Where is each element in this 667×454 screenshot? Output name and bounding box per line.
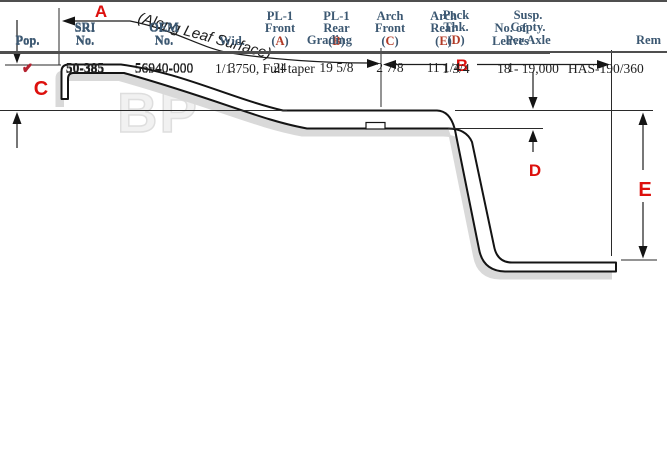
pl1-front-cell: 24 [273,59,287,75]
arch-rear-cell: 11 1/4 [426,59,461,75]
col-header-oem-no2: OEM No. [115,1,213,53]
dim-label-e: E [638,179,651,201]
dim-label-c: C [34,78,48,100]
grading-cell: 1/1.750, Full taper [215,61,315,76]
center-bolt [365,121,386,130]
leaf-spring-outline [60,63,617,273]
specs-table-header-row: Pop. SRI No. OEM No. Grading Pack Thk. (D) S… [0,1,667,53]
pl1-rear-cell: 19 5/8 [319,59,354,75]
specs-table-row: ✔ 50-385 56940-000 1/1.750, Full taper 1… [0,52,667,85]
col-header-pop2: Pop. [0,1,55,53]
col-header-sri-no2: SRI No. [55,1,115,53]
spacer-column-header [358,1,422,53]
pack-thk-cell: 1 3/4 [442,61,470,76]
dimensions-table-row: ✔ 50-385 56940-000 3 24 19 5/8 2 7/8 11 … [0,53,550,81]
no-of-leaves-cell: 1 [507,59,514,75]
susp-capty-cell: 18 - 19,000 [497,61,559,76]
specs-table: Pop. SRI No. OEM No. Grading Pack Thk. (D) S… [0,0,667,85]
oem-no-cell2: 56940-000 [134,61,194,76]
col-header-grading: Grading [213,1,358,53]
spacer-cell [358,52,422,85]
popular-cell2: ✔ [0,52,55,85]
sri-no-cell: 50-385 [65,59,105,75]
popular-checkmark-icon2: ✔ [22,61,33,76]
reference-lines [0,8,657,261]
arch-front-cell: 2 7/8 [376,59,404,75]
wid-cell: 3 [228,59,236,75]
arrowheads [12,16,648,259]
dim-label-b: B [456,56,468,75]
col-header-remarks: Rem [566,1,667,53]
popular-cell: ✔ [0,53,55,81]
dim-label-d: D [529,161,541,180]
oem-no-cell: 56940-000 [134,59,194,75]
remarks-cell: HAS-190/360 [568,61,644,76]
col-header-pack-thk: Pack Thk. (D) [422,1,490,53]
popular-checkmark-icon: ✔ [22,59,33,75]
col-header-susp-capty: Susp. Capty. Per Axle [490,1,566,53]
sri-no-cell2: 50-385 [65,61,105,76]
